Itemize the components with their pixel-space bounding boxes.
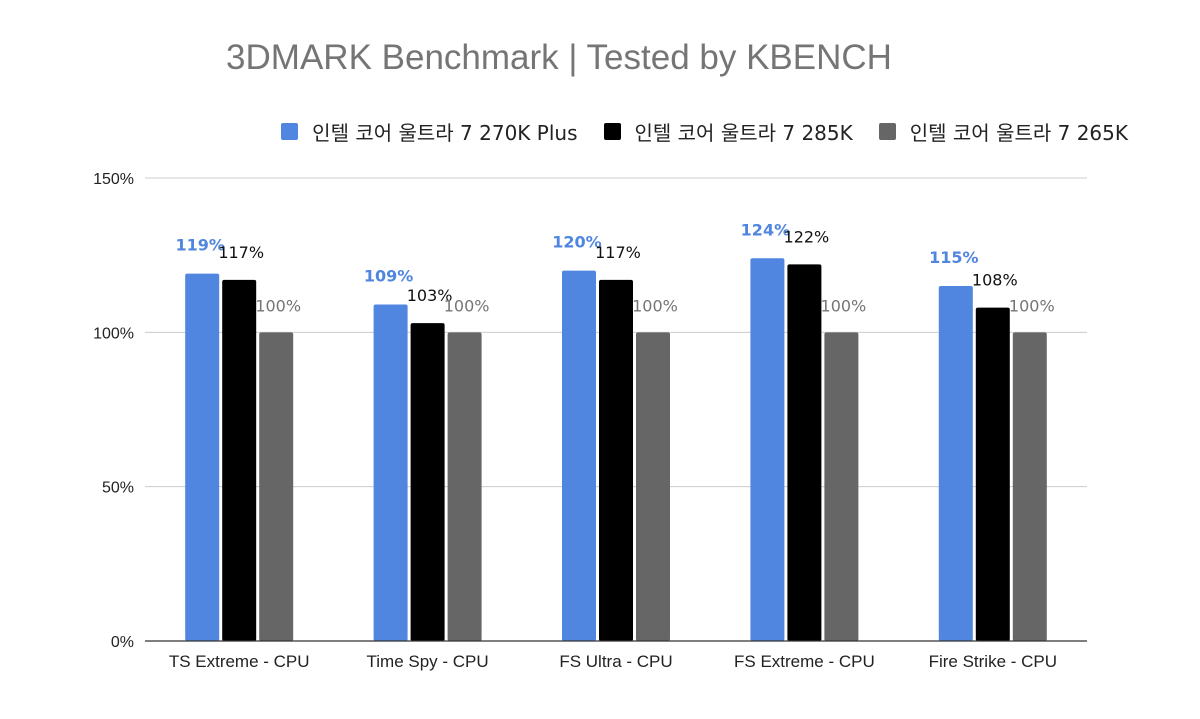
x-tick-label: Fire Strike - CPU bbox=[929, 652, 1057, 671]
data-label: 122% bbox=[784, 227, 830, 246]
legend-label-285k: 인텔 코어 울트라 7 285K bbox=[634, 121, 853, 145]
bar bbox=[824, 332, 859, 641]
bar bbox=[410, 323, 445, 641]
bar bbox=[447, 332, 482, 641]
y-tick-label: 150% bbox=[93, 171, 134, 188]
y-tick-label: 0% bbox=[111, 634, 134, 651]
data-label: 120% bbox=[552, 233, 601, 252]
data-label: 117% bbox=[595, 243, 641, 262]
x-tick-label: TS Extreme - CPU bbox=[169, 652, 310, 671]
data-label: 100% bbox=[632, 296, 678, 315]
bar bbox=[750, 258, 785, 641]
bar bbox=[599, 279, 633, 641]
data-label: 100% bbox=[1009, 296, 1055, 315]
legend-swatch-265k bbox=[878, 123, 896, 140]
bar bbox=[636, 332, 670, 641]
data-label: 124% bbox=[741, 220, 790, 239]
bar bbox=[787, 264, 822, 641]
data-label: 100% bbox=[821, 296, 867, 315]
bar bbox=[222, 279, 257, 641]
data-label: 100% bbox=[444, 296, 490, 315]
x-tick-label: FS Ultra - CPU bbox=[559, 652, 672, 671]
bar bbox=[259, 332, 294, 641]
legend-item-285k: 인텔 코어 울트라 7 285K bbox=[603, 117, 853, 146]
bar bbox=[1012, 332, 1047, 641]
legend-item-265k: 인텔 코어 울트라 7 265K bbox=[878, 117, 1128, 146]
bar bbox=[975, 307, 1010, 641]
y-tick-label: 100% bbox=[93, 325, 134, 342]
legend-label-270k-plus: 인텔 코어 울트라 7 270K Plus bbox=[312, 121, 578, 145]
data-label: 115% bbox=[929, 248, 978, 267]
data-label: 117% bbox=[218, 243, 264, 262]
data-label: 119% bbox=[175, 236, 224, 255]
legend-label-265k: 인텔 코어 울트라 7 265K bbox=[909, 121, 1128, 145]
bar bbox=[938, 286, 973, 641]
x-tick-label: Time Spy - CPU bbox=[367, 652, 489, 671]
bar bbox=[562, 270, 596, 641]
bar bbox=[373, 304, 408, 641]
legend-item-270k-plus: 인텔 코어 울트라 7 270K Plus bbox=[281, 117, 578, 146]
x-tick-label: FS Extreme - CPU bbox=[734, 652, 875, 671]
legend-swatch-270k-plus bbox=[281, 123, 299, 140]
legend-swatch-285k bbox=[603, 123, 621, 140]
legend: 인텔 코어 울트라 7 270K Plus 인텔 코어 울트라 7 285K 인… bbox=[255, 117, 1128, 146]
data-label: 103% bbox=[407, 286, 453, 305]
bar bbox=[185, 273, 220, 641]
data-label: 109% bbox=[364, 267, 413, 286]
data-label: 108% bbox=[972, 271, 1018, 290]
y-tick-label: 50% bbox=[102, 480, 134, 497]
data-label: 100% bbox=[255, 296, 301, 315]
chart-title: 3DMARK Benchmark | Tested by KBENCH bbox=[226, 38, 892, 77]
